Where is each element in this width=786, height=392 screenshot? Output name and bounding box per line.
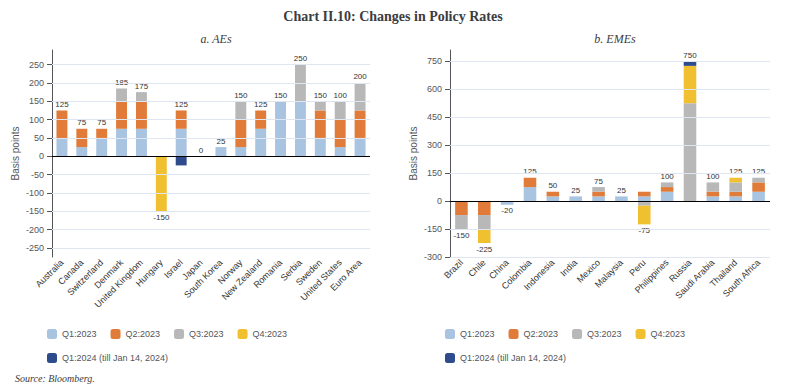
svg-text:Q2:2023: Q2:2023 <box>524 329 559 339</box>
svg-text:0: 0 <box>437 196 442 206</box>
svg-text:India: India <box>558 257 580 279</box>
svg-text:Romania: Romania <box>252 257 285 290</box>
svg-text:Q2:2023: Q2:2023 <box>126 329 161 339</box>
svg-text:United Kingdom: United Kingdom <box>92 257 145 310</box>
svg-text:200: 200 <box>353 72 367 81</box>
svg-text:25: 25 <box>617 186 626 195</box>
svg-text:Hungary: Hungary <box>134 257 165 288</box>
svg-text:Japan: Japan <box>180 257 205 282</box>
svg-text:Q3:2023: Q3:2023 <box>189 329 224 339</box>
svg-text:Source: Bloomberg.: Source: Bloomberg. <box>15 373 95 384</box>
svg-text:Peru: Peru <box>627 257 647 277</box>
svg-text:185: 185 <box>115 78 129 87</box>
svg-text:75: 75 <box>77 118 87 128</box>
svg-text:450: 450 <box>427 112 442 122</box>
svg-text:United States: United States <box>298 257 344 303</box>
svg-text:0: 0 <box>39 151 44 161</box>
svg-text:250: 250 <box>29 60 44 70</box>
svg-text:Thailand: Thailand <box>707 257 740 289</box>
svg-text:-20: -20 <box>501 206 513 215</box>
svg-text:Chile: Chile <box>466 257 488 279</box>
svg-text:-75: -75 <box>639 226 651 235</box>
svg-text:Russia: Russia <box>667 257 694 284</box>
svg-text:Q4:2023: Q4:2023 <box>651 329 686 339</box>
svg-text:Brazil: Brazil <box>442 257 465 280</box>
svg-text:Switzerland: Switzerland <box>65 257 106 298</box>
svg-text:a. AEs: a. AEs <box>200 32 231 46</box>
svg-text:Q1:2024 (till Jan 14, 2024): Q1:2024 (till Jan 14, 2024) <box>62 353 168 363</box>
svg-text:100: 100 <box>334 91 348 100</box>
svg-text:b. EMEs: b. EMEs <box>594 32 636 46</box>
svg-text:-225: -225 <box>476 245 493 254</box>
svg-text:150: 150 <box>314 91 328 100</box>
svg-text:Basis points: Basis points <box>10 127 21 181</box>
svg-text:Australia: Australia <box>33 257 66 290</box>
svg-text:Mexico: Mexico <box>574 257 603 285</box>
svg-text:175: 175 <box>135 82 149 91</box>
svg-text:New Zealand: New Zealand <box>219 257 265 302</box>
svg-text:Saudi Arabia: Saudi Arabia <box>673 257 717 301</box>
svg-text:125: 125 <box>254 100 268 109</box>
svg-text:Q3:2023: Q3:2023 <box>587 329 622 339</box>
svg-text:25: 25 <box>216 137 225 146</box>
svg-text:Indonesia: Indonesia <box>522 257 557 292</box>
svg-text:Denmark: Denmark <box>92 257 126 291</box>
svg-text:125: 125 <box>174 100 188 109</box>
svg-text:Canada: Canada <box>56 257 86 287</box>
svg-text:125: 125 <box>523 167 537 176</box>
svg-text:Euro Area: Euro Area <box>328 257 363 292</box>
svg-text:-250: -250 <box>26 243 44 253</box>
svg-text:Q4:2023: Q4:2023 <box>253 329 288 339</box>
svg-text:-300: -300 <box>424 252 442 262</box>
svg-text:-200: -200 <box>26 225 44 235</box>
svg-text:0: 0 <box>199 146 204 155</box>
svg-text:75: 75 <box>97 118 107 128</box>
svg-text:300: 300 <box>427 140 442 150</box>
svg-text:750: 750 <box>683 51 697 60</box>
svg-text:75: 75 <box>594 177 603 186</box>
svg-text:Basis points: Basis points <box>408 127 419 181</box>
svg-text:150: 150 <box>274 91 288 100</box>
svg-text:100: 100 <box>660 171 674 181</box>
svg-text:Q1:2023: Q1:2023 <box>62 329 97 339</box>
svg-text:-150: -150 <box>424 224 442 234</box>
svg-text:Q1:2023: Q1:2023 <box>460 329 495 339</box>
svg-text:Chart II.10: Changes in Policy: Chart II.10: Changes in Policy Rates <box>283 9 503 24</box>
svg-text:Serbia: Serbia <box>278 257 304 283</box>
svg-text:Q1:2024 (till Jan 14, 2024): Q1:2024 (till Jan 14, 2024) <box>460 353 566 363</box>
svg-text:150: 150 <box>427 168 442 178</box>
svg-text:125: 125 <box>752 167 766 176</box>
svg-text:150: 150 <box>29 96 44 106</box>
svg-text:250: 250 <box>294 54 308 63</box>
svg-text:-150: -150 <box>26 206 44 216</box>
svg-text:Malaysia: Malaysia <box>593 257 625 289</box>
svg-text:Norway: Norway <box>215 257 245 287</box>
svg-text:750: 750 <box>427 56 442 66</box>
svg-text:Colombia: Colombia <box>499 257 534 292</box>
svg-text:Philippines: Philippines <box>633 257 671 295</box>
svg-text:600: 600 <box>427 84 442 94</box>
svg-text:-150: -150 <box>153 213 170 222</box>
svg-text:100: 100 <box>706 171 720 181</box>
svg-text:-150: -150 <box>453 231 470 240</box>
svg-text:Sweden: Sweden <box>293 257 324 288</box>
svg-text:Israel: Israel <box>162 257 185 281</box>
svg-text:South Korea: South Korea <box>182 257 225 300</box>
svg-text:-100: -100 <box>26 188 44 198</box>
svg-text:China: China <box>487 257 511 282</box>
svg-text:100: 100 <box>29 115 44 125</box>
svg-text:125: 125 <box>55 100 69 109</box>
svg-text:25: 25 <box>571 186 580 195</box>
svg-text:200: 200 <box>29 78 44 88</box>
svg-text:50: 50 <box>548 181 557 190</box>
svg-text:South Africa: South Africa <box>721 257 762 298</box>
svg-text:125: 125 <box>729 167 743 176</box>
svg-text:50: 50 <box>34 133 44 143</box>
svg-text:-50: -50 <box>31 170 44 180</box>
svg-text:150: 150 <box>234 91 248 100</box>
